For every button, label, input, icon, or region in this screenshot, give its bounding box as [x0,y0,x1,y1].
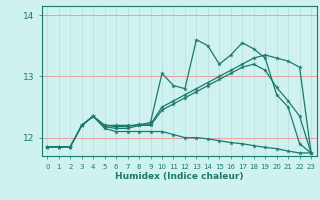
X-axis label: Humidex (Indice chaleur): Humidex (Indice chaleur) [115,172,244,181]
